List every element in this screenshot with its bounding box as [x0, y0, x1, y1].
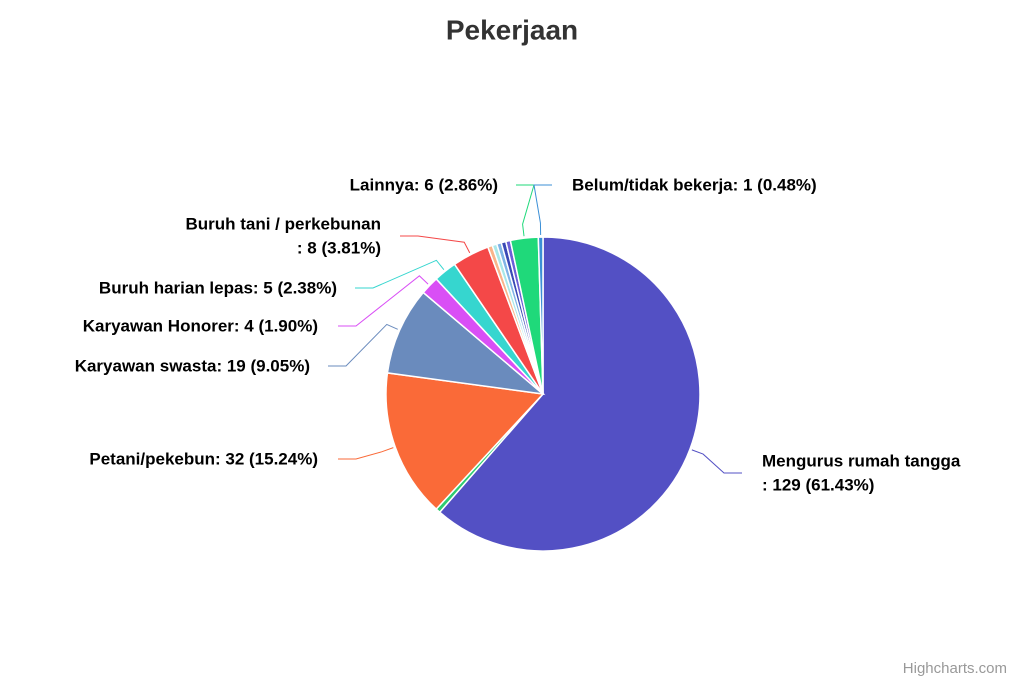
- connector: [355, 259, 445, 289]
- connector: [516, 184, 535, 237]
- pie-slice: [385, 372, 545, 511]
- data-label: Buruh harian lepas: 5 (2.38%): [99, 278, 337, 297]
- connector: [400, 235, 471, 254]
- data-label: Petani/pekebun: 32 (15.24%): [89, 449, 318, 468]
- pie-slice: [438, 236, 701, 552]
- connector: [328, 323, 398, 367]
- chart-title: Pekerjaan: [446, 14, 578, 45]
- data-label: Mengurus rumah tangga: [762, 451, 961, 470]
- connector: [338, 275, 429, 327]
- connector: [533, 184, 552, 236]
- connector: [338, 447, 394, 460]
- data-label: Belum/tidak bekerja: 1 (0.48%): [572, 175, 817, 194]
- pie-slice: [537, 236, 544, 395]
- data-label: Karyawan Honorer: 4 (1.90%): [83, 316, 318, 335]
- connector: [691, 449, 742, 474]
- data-label: Karyawan swasta: 19 (9.05%): [75, 356, 310, 375]
- credits: Highcharts.com: [903, 660, 1007, 677]
- data-label: Lainnya: 6 (2.86%): [350, 175, 498, 194]
- pie-slice: [386, 291, 546, 396]
- data-label: Buruh tani / perkebunan: [185, 214, 381, 233]
- data-label: : 129 (61.43%): [762, 475, 874, 494]
- data-label: : 8 (3.81%): [297, 238, 381, 257]
